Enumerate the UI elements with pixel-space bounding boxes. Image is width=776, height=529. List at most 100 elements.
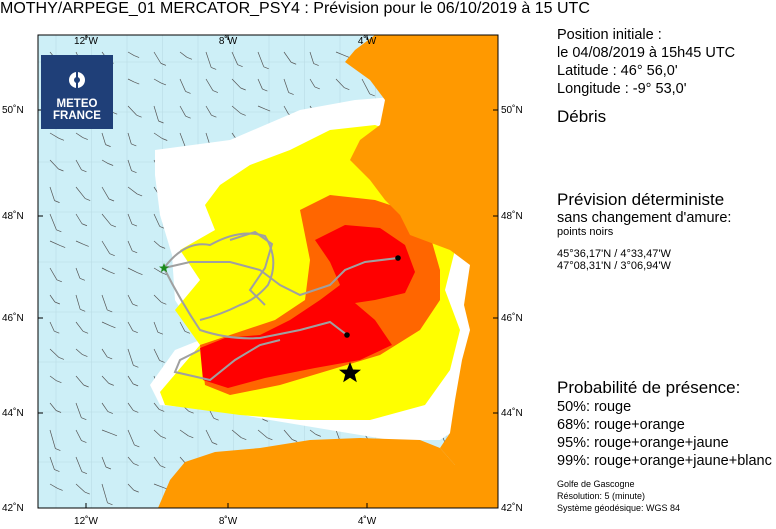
wind-barb-flag bbox=[188, 435, 194, 439]
wind-barb bbox=[153, 132, 163, 139]
wind-barb-flag bbox=[107, 309, 113, 313]
wind-barb-flag bbox=[111, 433, 118, 437]
logo-line-2: FRANCE bbox=[53, 110, 101, 122]
deterministic-point-1 bbox=[344, 332, 350, 338]
wind-barb bbox=[257, 51, 265, 67]
wind-barb bbox=[283, 105, 289, 115]
object-type: Débris bbox=[557, 107, 607, 126]
wind-barb-flag bbox=[137, 272, 143, 275]
lon-label-12w-top: 12˚W bbox=[74, 35, 98, 47]
frame-ticks bbox=[38, 35, 498, 508]
wind-barb-flag bbox=[240, 113, 246, 116]
wind-barb bbox=[101, 186, 110, 200]
wind-barb bbox=[179, 429, 189, 437]
wind-barb bbox=[127, 186, 138, 195]
wind-barb bbox=[49, 294, 56, 303]
wind-barb-flag bbox=[499, 137, 504, 139]
wind-barb bbox=[179, 321, 186, 332]
wind-barb bbox=[127, 294, 133, 305]
wind-barb-flag bbox=[132, 303, 138, 307]
wind-barb bbox=[49, 186, 55, 201]
lat-label-44n-left: 44˚N bbox=[2, 407, 24, 419]
wind-barb-flag bbox=[161, 301, 167, 305]
wind-barb bbox=[101, 294, 108, 311]
wind-barb-flag bbox=[109, 271, 115, 275]
deterministic-note: points noirs bbox=[557, 226, 614, 238]
wind-barb-flag bbox=[499, 199, 504, 201]
wind-barb-flag bbox=[55, 448, 61, 451]
initial-date: le 04/08/2019 à 15h45 UTC bbox=[557, 45, 736, 61]
wind-barb bbox=[49, 402, 57, 411]
wind-barb bbox=[153, 240, 161, 247]
wind-barb bbox=[75, 267, 81, 279]
logo-line-1: METEO bbox=[56, 98, 98, 110]
wind-barb bbox=[101, 456, 107, 468]
wind-barb-flag bbox=[185, 91, 191, 94]
wind-barb bbox=[153, 105, 159, 122]
wind-barb bbox=[75, 375, 84, 386]
wind-barb bbox=[49, 267, 58, 281]
wind-barb-flag bbox=[313, 63, 319, 66]
wind-barb bbox=[231, 51, 238, 65]
lat-label-48n-right: 48˚N bbox=[501, 210, 523, 222]
wind-barb-flag bbox=[241, 437, 247, 441]
wind-barb-flag bbox=[158, 120, 164, 124]
wind-barb bbox=[127, 483, 134, 491]
wind-barb bbox=[231, 105, 241, 114]
wind-barb bbox=[205, 78, 214, 91]
wind-barb-flag bbox=[262, 88, 268, 92]
wind-barb-flag bbox=[213, 417, 219, 421]
wind-barb-flag bbox=[108, 383, 114, 386]
wind-barb bbox=[153, 294, 162, 303]
probability-item-68: 68%: rouge+orange bbox=[557, 417, 685, 433]
wind-barb-flag bbox=[54, 469, 60, 472]
wind-barb-flag bbox=[109, 253, 115, 257]
meteo-france-emblem-icon bbox=[69, 72, 85, 88]
wind-barb bbox=[257, 105, 266, 110]
lon-label-8w-top: 8˚W bbox=[219, 35, 238, 47]
wind-barb bbox=[153, 78, 162, 84]
footer-geodesy: Système géodésique: WGS 84 bbox=[557, 503, 681, 513]
wind-barb-flag bbox=[107, 411, 113, 414]
deterministic-subtitle: sans changement d'amure: bbox=[557, 210, 732, 226]
wind-barb-flag bbox=[108, 198, 115, 202]
wind-barb-flag bbox=[134, 81, 140, 85]
wind-barb bbox=[75, 132, 83, 138]
wind-barb-flag bbox=[159, 226, 165, 229]
wind-barb-flag bbox=[107, 356, 113, 360]
wind-barb bbox=[153, 348, 160, 361]
forecast-title: MOTHY/ARPEGE_01 MERCATOR_PSY4 : Prévisio… bbox=[0, 0, 590, 17]
wind-barb-flag bbox=[502, 466, 507, 468]
wind-barb-flag bbox=[314, 86, 320, 90]
wind-barb bbox=[101, 348, 108, 358]
wind-barb-flag bbox=[131, 143, 137, 147]
wind-barb bbox=[75, 348, 83, 355]
wind-barb bbox=[101, 213, 112, 226]
lat-label-50n-right: 50˚N bbox=[501, 104, 523, 116]
wind-barb-flag bbox=[56, 279, 62, 283]
wind-barb bbox=[361, 78, 371, 95]
wind-barb bbox=[127, 105, 137, 116]
wind-barb bbox=[335, 78, 345, 88]
wind-barb-flag bbox=[292, 439, 298, 442]
wind-barb-flag bbox=[133, 410, 139, 413]
wind-barb bbox=[335, 51, 347, 57]
land-france bbox=[345, 35, 498, 508]
wind-barb-flag bbox=[265, 108, 271, 112]
wind-barb bbox=[153, 321, 159, 333]
wind-barb bbox=[49, 159, 59, 170]
wind-barb-flag bbox=[160, 436, 167, 439]
wind-barb-flag bbox=[133, 365, 139, 368]
wind-barb-flag bbox=[82, 137, 88, 140]
wind-barb bbox=[75, 483, 85, 493]
wind-barb bbox=[127, 402, 134, 411]
wind-barb-flag bbox=[81, 471, 88, 475]
wind-barb-flag bbox=[56, 229, 62, 233]
wind-barb bbox=[153, 267, 163, 274]
wind-barb-flag bbox=[110, 325, 116, 329]
wind-barb-flag bbox=[134, 444, 140, 448]
wind-barb bbox=[179, 456, 186, 464]
wind-barb-flag bbox=[112, 111, 118, 115]
drift-tracks bbox=[163, 230, 399, 382]
